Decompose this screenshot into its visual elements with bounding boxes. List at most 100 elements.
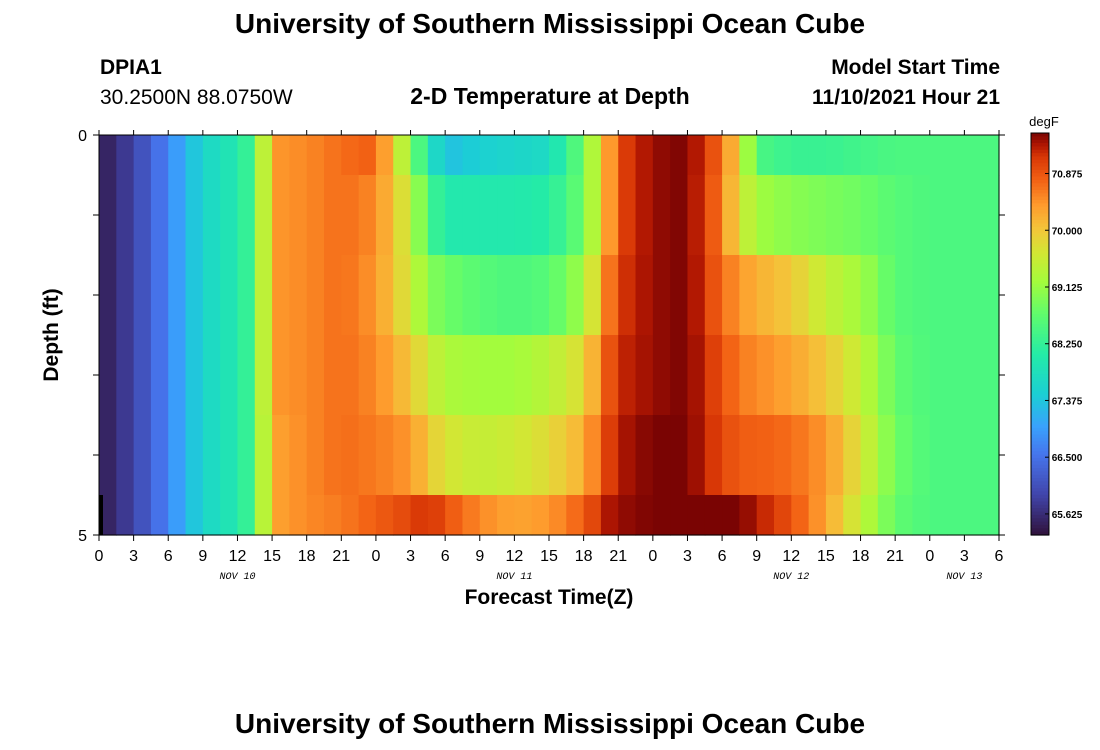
heatmap-cell (583, 255, 602, 336)
heatmap-cell (202, 415, 221, 496)
heatmap-cell (722, 135, 740, 176)
colorbar-swatch (1031, 270, 1049, 275)
heatmap-cell (877, 495, 896, 536)
heatmap-cell (808, 495, 827, 536)
heatmap-cell (133, 255, 152, 336)
heatmap-cell (825, 415, 844, 496)
colorbar-swatch (1031, 468, 1049, 472)
heatmap-cell (600, 135, 619, 176)
heatmap-cell (895, 255, 914, 336)
colorbar-swatch (1031, 498, 1049, 503)
colorbar-swatch (1031, 501, 1049, 506)
heatmap-cell (358, 335, 377, 416)
heatmap-cell (981, 135, 1000, 176)
page-title: University of Southern Mississippi Ocean… (234, 8, 866, 39)
heatmap-cell (583, 495, 602, 536)
colorbar-swatch (1031, 437, 1049, 442)
heatmap-cell (704, 175, 723, 256)
colorbar-swatch (1031, 320, 1049, 325)
colorbar-swatch (1031, 277, 1049, 281)
heatmap-cell (652, 495, 671, 536)
colorbar-swatch (1031, 441, 1049, 446)
heatmap-cell (964, 255, 983, 336)
colorbar-swatch (1031, 508, 1049, 513)
heatmap-cell (99, 135, 117, 176)
colorbar-swatch (1031, 200, 1049, 204)
heatmap-cell (566, 415, 585, 496)
colorbar-swatch (1031, 491, 1049, 496)
heatmap-cell (237, 175, 256, 256)
heatmap-cell (99, 415, 117, 496)
heatmap-cell (497, 415, 515, 496)
heatmap-cell (722, 335, 740, 416)
heatmap-cell (220, 255, 239, 336)
colorbar-swatch (1031, 310, 1049, 315)
heatmap-cell (479, 335, 498, 416)
colorbar-swatch (1031, 481, 1049, 486)
heatmap-cell (358, 495, 377, 536)
heatmap-cell (704, 255, 723, 336)
colorbar-swatch (1031, 404, 1049, 409)
heatmap-cell (895, 495, 914, 536)
heatmap-cell (687, 335, 706, 416)
heatmap-cell (947, 495, 965, 536)
colorbar-swatch (1031, 394, 1049, 399)
heatmap-cell (168, 255, 187, 336)
colorbar-swatch (1031, 364, 1049, 369)
heatmap-cell (185, 175, 204, 256)
y-tick-label: 0 (78, 128, 87, 145)
heatmap-cell (756, 335, 775, 416)
heatmap-cell (116, 135, 135, 176)
colorbar-swatch (1031, 169, 1049, 174)
heatmap-cell (324, 495, 342, 536)
model-start-label: Model Start Time (831, 56, 1000, 79)
heatmap-cell (341, 495, 360, 536)
colorbar-swatch (1031, 283, 1049, 288)
heatmap-cell (583, 175, 602, 256)
colorbar-swatch (1031, 136, 1049, 141)
colorbar-swatch (1031, 521, 1049, 526)
heatmap-cell (549, 135, 567, 176)
colorbar-unit: degF (1029, 114, 1059, 129)
colorbar-swatch (1031, 163, 1049, 168)
colorbar-swatch (1031, 414, 1049, 419)
heatmap-cell (324, 175, 342, 256)
heatmap-cell (237, 415, 256, 496)
colorbar-swatch (1031, 357, 1049, 362)
heatmap-cell (272, 255, 290, 336)
date-label: NOV 12 (773, 572, 809, 583)
heatmap-cell (895, 415, 914, 496)
heatmap-cell (497, 255, 515, 336)
heatmap-cell (427, 255, 446, 336)
heatmap-cell (912, 335, 931, 416)
heatmap-cell (341, 175, 360, 256)
heatmap-cell (497, 135, 515, 176)
x-tick-label: 15 (817, 548, 835, 565)
colorbar-swatch (1031, 370, 1049, 375)
colorbar-tick-label: 70.000 (1052, 226, 1083, 237)
colorbar-swatch (1031, 263, 1049, 268)
heatmap-cell (652, 415, 671, 496)
heatmap-cell (99, 495, 117, 536)
colorbar-swatch (1031, 347, 1049, 352)
colorbar-swatch (1031, 243, 1049, 248)
heatmap-cell (825, 175, 844, 256)
colorbar-swatch (1031, 397, 1049, 402)
colorbar-frame (1030, 132, 1050, 536)
heatmap-cell (895, 175, 914, 256)
colorbar-swatch (1031, 139, 1049, 144)
heatmap-cell (566, 255, 585, 336)
heatmap-cell (306, 335, 325, 416)
x-tick-label: 12 (505, 548, 523, 565)
heatmap-cell (912, 175, 931, 256)
x-tick-label: 6 (164, 548, 173, 565)
heatmap-cell (289, 175, 308, 256)
colorbar-tick-label: 68.250 (1052, 340, 1083, 351)
heatmap-cell (341, 415, 360, 496)
heatmap-cell (618, 175, 637, 256)
heatmap-cell (843, 175, 862, 256)
heatmap-cell (116, 495, 135, 536)
data-gap-marker (99, 495, 103, 535)
heatmap-cell (600, 415, 619, 496)
colorbar-tick-label: 65.625 (1052, 510, 1083, 521)
